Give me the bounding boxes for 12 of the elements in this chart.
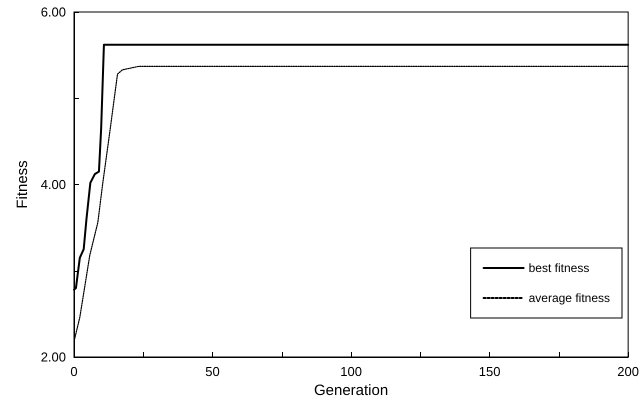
- y-axis-title: Fitness: [14, 160, 31, 209]
- x-tick-label: 150: [478, 364, 500, 379]
- x-tick-label: 100: [340, 364, 362, 379]
- x-tick-label: 50: [205, 364, 220, 379]
- x-tick-label: 0: [70, 364, 78, 379]
- legend-label: average fitness: [528, 291, 610, 305]
- y-tick-label: 4.00: [40, 177, 66, 192]
- y-tick-label: 2.00: [40, 350, 66, 364]
- y-tick-label: 6.00: [40, 4, 66, 20]
- x-tick-label: 200: [617, 364, 640, 379]
- legend-label: best fitness: [528, 261, 590, 275]
- x-axis-title: Generation: [314, 382, 388, 399]
